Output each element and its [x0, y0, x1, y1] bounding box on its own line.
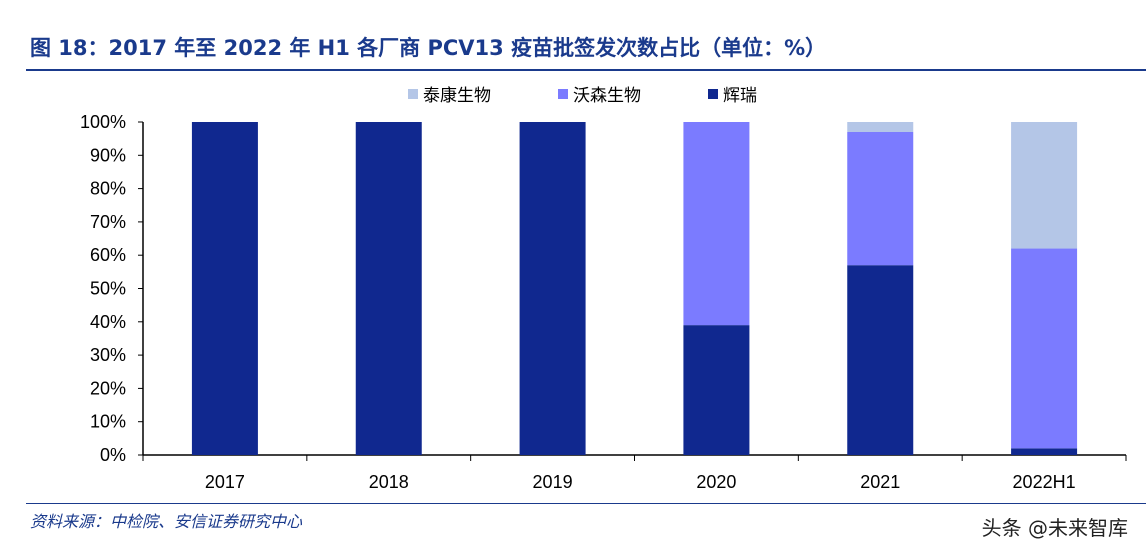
source-note: 资料来源：中检院、安信证券研究中心: [30, 512, 303, 531]
legend-swatch: [708, 89, 718, 99]
y-tick-label: 10%: [90, 412, 126, 432]
x-tick-label: 2018: [369, 472, 409, 492]
bar-segment-2021-沃森生物: [847, 131, 914, 266]
y-tick-label: 30%: [90, 345, 126, 365]
legend-label: 辉瑞: [723, 86, 757, 105]
y-tick-label: 100%: [80, 112, 126, 132]
watermark: 头条 @未来智库: [981, 516, 1128, 540]
legend-label: 沃森生物: [573, 86, 641, 105]
x-tick-label: 2021: [860, 472, 900, 492]
y-tick-label: 90%: [90, 145, 126, 165]
y-tick-label: 60%: [90, 245, 126, 265]
legend-label: 泰康生物: [423, 86, 491, 105]
bar-segment-2018-辉瑞: [355, 122, 422, 455]
y-tick-label: 0%: [100, 445, 126, 465]
footer-divider: [26, 503, 1146, 504]
bar-segment-2022H1-沃森生物: [1011, 248, 1078, 449]
bar-segment-2020-辉瑞: [683, 325, 750, 455]
bar-segment-2020-沃森生物: [683, 122, 750, 326]
bar-segment-2022H1-泰康生物: [1011, 122, 1078, 249]
y-tick-label: 20%: [90, 378, 126, 398]
bar-segment-2022H1-辉瑞: [1011, 448, 1078, 455]
bar-segment-2019-辉瑞: [519, 122, 586, 455]
title-divider: [26, 69, 1146, 71]
x-tick-label: 2022H1: [1013, 472, 1076, 492]
bar-segment-2021-泰康生物: [847, 122, 914, 132]
bar-segment-2017-辉瑞: [191, 122, 258, 455]
bar-segment-2021-辉瑞: [847, 265, 914, 455]
y-tick-label: 80%: [90, 179, 126, 199]
legend-swatch: [558, 89, 568, 99]
y-tick-label: 70%: [90, 212, 126, 232]
x-tick-label: 2019: [533, 472, 573, 492]
y-tick-label: 40%: [90, 312, 126, 332]
legend-swatch: [408, 89, 418, 99]
x-tick-label: 2017: [205, 472, 245, 492]
y-tick-label: 50%: [90, 279, 126, 299]
figure-title: 图 18：2017 年至 2022 年 H1 各厂商 PCV13 疫苗批签发次数…: [30, 36, 827, 60]
x-tick-label: 2020: [696, 472, 736, 492]
